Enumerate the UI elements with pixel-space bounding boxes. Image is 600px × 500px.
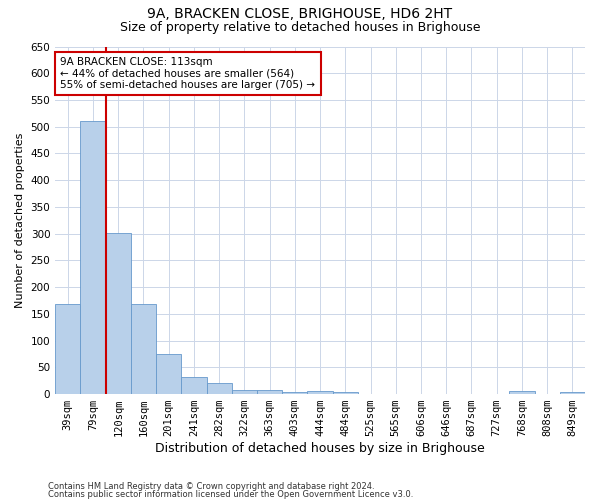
Bar xyxy=(257,390,282,394)
Text: 9A, BRACKEN CLOSE, BRIGHOUSE, HD6 2HT: 9A, BRACKEN CLOSE, BRIGHOUSE, HD6 2HT xyxy=(148,8,452,22)
Bar xyxy=(181,377,206,394)
Bar xyxy=(106,232,131,394)
Bar xyxy=(156,354,181,394)
Bar xyxy=(307,392,332,394)
Bar xyxy=(80,122,106,394)
Bar xyxy=(232,390,257,394)
Bar xyxy=(509,392,535,394)
Bar xyxy=(282,392,307,394)
X-axis label: Distribution of detached houses by size in Brighouse: Distribution of detached houses by size … xyxy=(155,442,485,455)
Text: Contains HM Land Registry data © Crown copyright and database right 2024.: Contains HM Land Registry data © Crown c… xyxy=(48,482,374,491)
Bar xyxy=(55,304,80,394)
Text: Contains public sector information licensed under the Open Government Licence v3: Contains public sector information licen… xyxy=(48,490,413,499)
Bar xyxy=(332,392,358,394)
Text: 9A BRACKEN CLOSE: 113sqm
← 44% of detached houses are smaller (564)
55% of semi-: 9A BRACKEN CLOSE: 113sqm ← 44% of detach… xyxy=(61,57,316,90)
Bar xyxy=(131,304,156,394)
Bar xyxy=(560,392,585,394)
Text: Size of property relative to detached houses in Brighouse: Size of property relative to detached ho… xyxy=(120,21,480,34)
Bar xyxy=(206,384,232,394)
Y-axis label: Number of detached properties: Number of detached properties xyxy=(15,132,25,308)
